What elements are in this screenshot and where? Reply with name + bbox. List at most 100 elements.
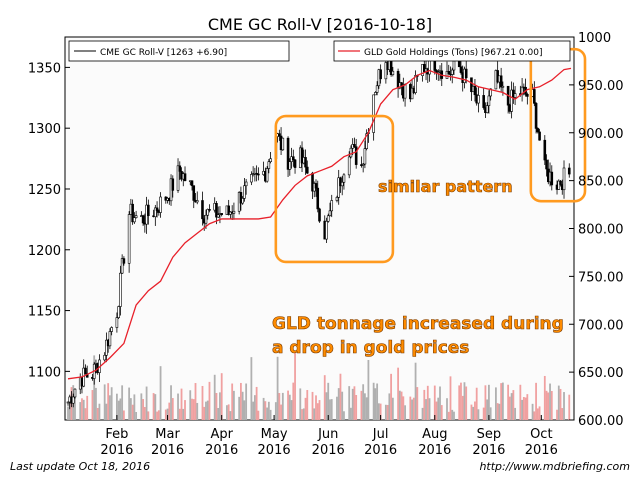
volume-bar — [475, 387, 478, 420]
volume-bar — [557, 385, 560, 420]
volume-bar — [563, 392, 565, 420]
candle-body — [316, 187, 320, 210]
volume-bar — [269, 409, 272, 420]
volume-bar — [524, 397, 527, 420]
volume-bar — [360, 390, 363, 420]
volume-bar — [446, 398, 448, 420]
volume-bar — [135, 411, 138, 420]
legend-label-gld: GLD Gold Holdings (Tons) [967.21 0.00] — [364, 48, 542, 58]
volume-bar — [267, 401, 270, 420]
candle-body — [105, 339, 108, 356]
x-tick-year: 2016 — [525, 443, 558, 458]
volume-bar — [519, 384, 522, 420]
volume-bar — [341, 391, 344, 420]
candle-body — [134, 215, 138, 218]
volume-bar — [110, 387, 113, 420]
chart-title: CME GC Roll-V [2016-10-18] — [208, 15, 432, 34]
left-tick-label: 1150 — [28, 305, 61, 320]
x-tick-year: 2016 — [418, 443, 451, 458]
volume-bar — [494, 387, 497, 420]
left-tick-label: 1100 — [28, 365, 61, 380]
volume-bar — [379, 403, 382, 420]
volume-bar — [166, 408, 169, 420]
candle-body — [372, 94, 375, 133]
candle-body — [147, 204, 150, 217]
volume-bar — [508, 396, 511, 420]
volume-bar — [323, 375, 326, 420]
volume-bar — [453, 411, 455, 420]
candle-body — [335, 197, 339, 201]
volume-bar — [514, 407, 517, 420]
volume-bar — [559, 388, 562, 420]
candle-body — [120, 258, 124, 274]
candle-body — [293, 159, 297, 168]
volume-bar — [484, 385, 487, 420]
candle-body — [314, 183, 318, 189]
candle-body — [227, 205, 230, 215]
footer-url: http://www.mdbriefing.com — [479, 460, 630, 473]
candle-body — [339, 177, 342, 187]
right-tick-label: 800.00 — [578, 223, 624, 238]
volume-bar — [496, 403, 499, 420]
candle-body — [452, 60, 456, 71]
candle-body — [422, 64, 426, 72]
candle-body — [477, 95, 480, 104]
candle-body — [154, 207, 157, 218]
candle-body — [354, 146, 358, 165]
volume-bar — [250, 357, 253, 420]
volume-bar — [311, 391, 314, 420]
candle-body — [244, 181, 248, 187]
volume-bar — [488, 384, 490, 420]
candle-body — [361, 163, 365, 166]
volume-bar — [177, 393, 179, 420]
volume-bar — [229, 411, 232, 420]
volume-bar — [245, 383, 248, 420]
footer-last-update: Last update Oct 18, 2016 — [10, 460, 151, 473]
candle-body — [363, 148, 367, 165]
volume-bar — [220, 373, 223, 420]
volume-bar — [154, 394, 157, 420]
candle-body — [513, 93, 517, 98]
volume-bar — [386, 404, 389, 420]
candle-body — [559, 180, 562, 185]
volume-bar — [458, 385, 461, 420]
volume-bar — [397, 367, 399, 420]
annotation-gld-line2: a drop in gold prices — [272, 338, 469, 358]
candle-body — [239, 192, 243, 204]
volume-bar — [411, 399, 413, 420]
x-tick-month: Sep — [477, 427, 502, 442]
volume-bar — [103, 384, 106, 420]
volume-bar — [426, 385, 429, 420]
volume-bar — [339, 373, 342, 420]
volume-bar — [482, 407, 485, 420]
candle-body — [328, 210, 332, 217]
candle-body — [232, 210, 236, 214]
right-tick-label: 650.00 — [578, 366, 624, 381]
candle-body — [414, 75, 417, 93]
annotation-similar-pattern: similar pattern — [378, 177, 513, 196]
x-tick-month: Aug — [422, 427, 447, 442]
volume-bar — [180, 388, 183, 420]
x-tick-month: Jun — [317, 427, 338, 442]
candle-body — [159, 196, 162, 213]
volume-bar — [545, 390, 548, 420]
candle-body — [117, 306, 120, 318]
candle-body — [103, 354, 106, 361]
volume-bar — [128, 387, 131, 420]
volume-bar — [489, 407, 492, 420]
x-tick-year: 2016 — [258, 443, 291, 458]
right-tick-label: 950.00 — [578, 79, 624, 94]
volume-bar — [227, 404, 230, 420]
volume-bar — [84, 408, 87, 420]
volume-bar — [355, 395, 358, 420]
candle-body — [534, 103, 538, 129]
left-tick-label: 1200 — [28, 244, 61, 259]
volume-bar — [421, 407, 424, 420]
candle-body — [473, 85, 477, 96]
volume-bar — [526, 394, 529, 420]
volume-bar — [280, 404, 282, 420]
candle-body — [204, 214, 208, 224]
volume-bar — [365, 397, 368, 420]
candle-body — [501, 85, 505, 88]
volume-bar — [98, 403, 101, 420]
